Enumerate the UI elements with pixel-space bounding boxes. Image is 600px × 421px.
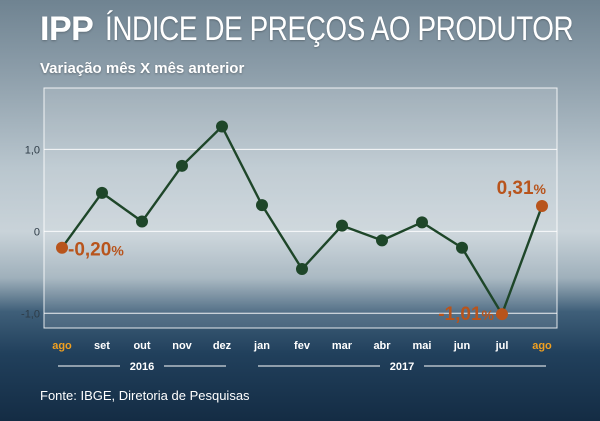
data-point bbox=[176, 159, 188, 172]
plot-frame bbox=[43, 87, 558, 329]
data-point bbox=[376, 234, 388, 247]
y-tick-label: -1,0 bbox=[21, 308, 40, 320]
data-points bbox=[56, 120, 548, 321]
data-label: -0,20% bbox=[68, 240, 124, 261]
x-tick-label: jul bbox=[495, 340, 509, 352]
x-tick-label: set bbox=[94, 340, 110, 352]
y-tick-label: 0 bbox=[34, 226, 40, 238]
highlighted-data-point bbox=[56, 241, 68, 254]
year-brackets: 2016 2017 bbox=[58, 361, 546, 373]
data-label: 0,31% bbox=[497, 178, 547, 199]
data-label: -1,01% bbox=[438, 304, 494, 325]
title-text: ÍNDICE DE PREÇOS AO PRODUTOR bbox=[105, 10, 574, 48]
x-tick-label: dez bbox=[213, 340, 232, 352]
x-tick-label: jun bbox=[453, 340, 471, 352]
x-tick-label: jan bbox=[253, 340, 270, 352]
plot-area bbox=[43, 87, 558, 329]
data-point bbox=[136, 215, 148, 228]
data-point bbox=[416, 216, 428, 229]
source-note: Fonte: IBGE, Diretoria de Pesquisas bbox=[40, 388, 250, 403]
x-tick-label: ago bbox=[532, 340, 552, 352]
x-axis-ticks: ago set out nov dez jan fev mar abr mai jun jul ago bbox=[52, 340, 552, 352]
year-label: 2017 bbox=[390, 361, 414, 373]
gridlines bbox=[44, 148, 557, 314]
title-acronym: IPP bbox=[40, 10, 94, 48]
data-labels: -0,20% -1,01% 0,31% bbox=[68, 178, 547, 325]
chart-title: IPP ÍNDICE DE PREÇOS AO PRODUTOR bbox=[40, 10, 600, 49]
y-tick-label: 1,0 bbox=[25, 144, 40, 156]
x-tick-label: fev bbox=[294, 340, 311, 352]
highlighted-data-point bbox=[536, 199, 548, 212]
chart-subtitle: Variação mês X mês anterior bbox=[40, 60, 245, 77]
data-point bbox=[296, 263, 308, 276]
year-label: 2016 bbox=[130, 361, 154, 373]
data-point bbox=[256, 199, 268, 212]
y-axis-ticks: 1,0 0 -1,0 bbox=[21, 144, 40, 320]
highlighted-data-point bbox=[496, 308, 508, 321]
data-point bbox=[216, 120, 228, 133]
x-tick-label: abr bbox=[373, 340, 391, 352]
x-tick-label: mar bbox=[332, 340, 353, 352]
x-tick-label: ago bbox=[52, 340, 72, 352]
data-point bbox=[456, 241, 468, 254]
x-tick-label: mai bbox=[413, 340, 432, 352]
data-point bbox=[336, 219, 348, 232]
data-point bbox=[96, 186, 108, 199]
x-tick-label: nov bbox=[172, 340, 192, 352]
x-tick-label: out bbox=[133, 340, 150, 352]
